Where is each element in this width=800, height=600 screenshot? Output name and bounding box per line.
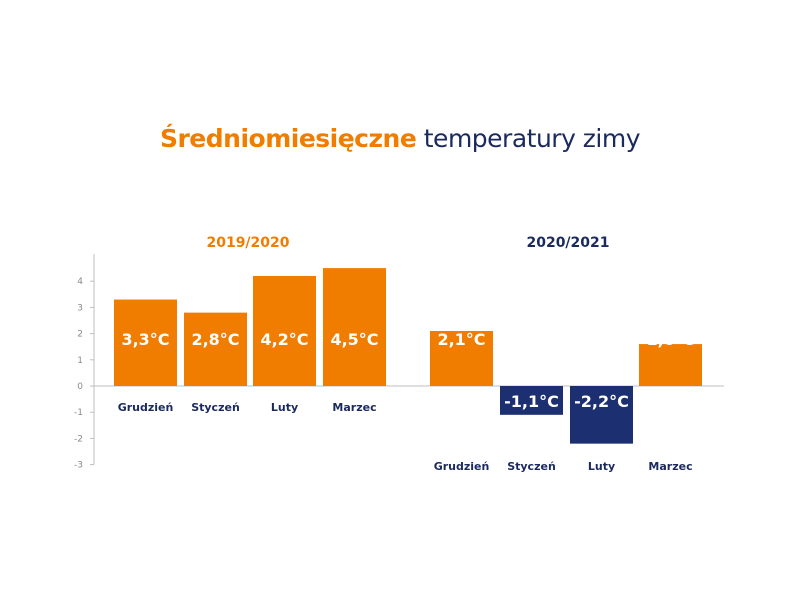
category-label: Marzec: [648, 460, 692, 473]
bar-value-label: -2,2°C: [574, 392, 629, 411]
y-tick-label: -3: [74, 461, 83, 471]
bar: [323, 268, 386, 386]
y-tick-label: 3: [77, 303, 83, 313]
bar-value-label: -1,1°C: [504, 392, 559, 411]
bar: [184, 312, 247, 386]
y-tick-label: 2: [77, 330, 83, 340]
category-label: Grudzień: [434, 460, 490, 473]
bar: [114, 299, 177, 386]
bar-value-label: 1,6°C: [646, 330, 694, 349]
y-tick-label: -2: [74, 434, 83, 444]
category-label: Luty: [588, 460, 615, 473]
y-tick-label: 4: [77, 277, 83, 287]
bar-value-label: 2,8°C: [191, 330, 239, 349]
bar-value-label: 3,3°C: [121, 330, 169, 349]
category-label: Luty: [271, 401, 298, 414]
group-label: 2020/2021: [526, 235, 609, 251]
y-tick-label: -1: [74, 408, 83, 418]
category-label: Styczeń: [191, 401, 240, 414]
group-label: 2019/2020: [206, 235, 289, 251]
bar: [639, 344, 702, 386]
category-label: Styczeń: [507, 460, 556, 473]
bar-value-label: 2,1°C: [437, 330, 485, 349]
category-label: Marzec: [332, 401, 376, 414]
bar: [500, 386, 563, 415]
title-rest: temperatury zimy: [416, 124, 641, 153]
category-label: Grudzień: [118, 401, 174, 414]
title-highlight: Średniomiesięczne: [159, 124, 417, 153]
y-tick-label: 1: [77, 356, 83, 366]
chart-title: Średniomiesięczne temperatury zimy: [0, 124, 800, 153]
bar: [253, 275, 316, 386]
bar: [430, 330, 493, 386]
bar: [570, 386, 633, 444]
y-tick-label: 0: [77, 382, 83, 392]
bar-value-label: 4,5°C: [330, 330, 378, 349]
bar-value-label: 4,2°C: [260, 330, 308, 349]
